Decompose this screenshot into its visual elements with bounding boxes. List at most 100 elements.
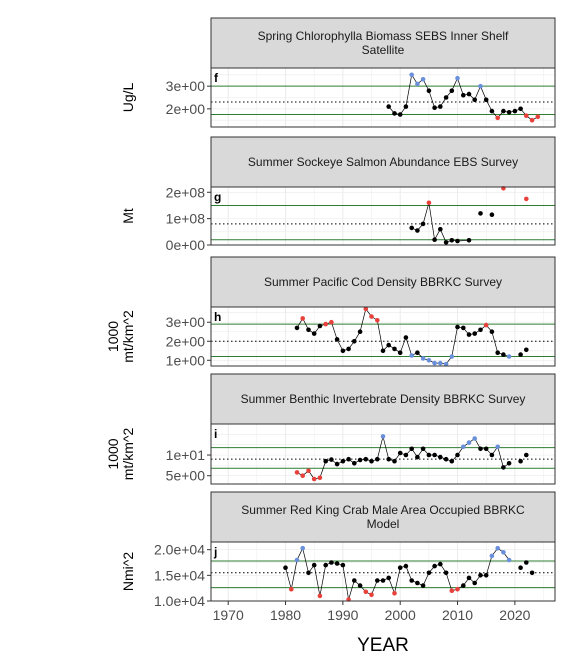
data-point	[392, 346, 397, 352]
data-point	[535, 114, 541, 120]
data-point	[392, 591, 397, 596]
panel-title: Model	[367, 517, 400, 531]
y-tick-label: 2.0e+04	[154, 542, 205, 558]
data-point	[415, 228, 420, 233]
data-point	[346, 346, 351, 352]
data-point	[495, 444, 501, 450]
data-point	[363, 589, 369, 595]
x-axis: 1970 1980 1990 2000 2010 2020	[213, 601, 531, 623]
data-point	[501, 550, 506, 555]
data-point	[357, 457, 363, 463]
panel-f: Spring Chlorophylla Biomass SEBS Inner S…	[120, 17, 556, 128]
y-axis-title: 1000	[105, 438, 121, 469]
data-point	[340, 348, 346, 354]
panel-title: Spring Chlorophylla Biomass SEBS Inner S…	[258, 29, 509, 43]
data-point	[489, 452, 495, 458]
data-point	[455, 75, 460, 81]
y-tick-label: 2e+00	[166, 333, 206, 349]
data-point	[455, 238, 460, 244]
y-tick-label: 1.0e+04	[154, 593, 205, 609]
data-point	[524, 347, 529, 353]
data-point	[524, 113, 529, 118]
data-point	[357, 583, 363, 588]
data-point	[455, 324, 460, 330]
data-point	[397, 112, 403, 117]
data-point	[466, 332, 472, 337]
data-point	[375, 578, 380, 583]
data-point	[420, 77, 426, 82]
data-point	[506, 557, 512, 563]
data-point	[329, 560, 334, 565]
data-point	[340, 562, 346, 568]
data-point	[386, 575, 392, 581]
panel-letter: f	[214, 71, 219, 85]
data-point	[524, 560, 529, 565]
data-point	[506, 110, 512, 115]
panel-letter: j	[213, 545, 217, 559]
data-point	[489, 108, 495, 114]
data-point	[415, 454, 420, 460]
y-tick-label: 2e+00	[166, 101, 206, 117]
data-point	[420, 583, 426, 588]
data-point	[449, 354, 455, 359]
data-point	[432, 237, 437, 242]
x-tick-label: 2000	[385, 607, 416, 623]
data-point	[495, 545, 501, 551]
data-point	[438, 226, 443, 232]
panel-strip	[210, 373, 556, 425]
data-point	[443, 95, 449, 100]
data-point	[380, 434, 386, 439]
data-point	[329, 457, 334, 462]
data-point	[518, 106, 523, 112]
data-point	[420, 356, 426, 361]
data-point	[495, 350, 501, 356]
plot-background	[211, 307, 555, 366]
data-point	[472, 97, 478, 103]
data-point	[386, 104, 392, 109]
data-point	[352, 339, 357, 344]
data-point	[466, 91, 472, 97]
data-point	[323, 458, 329, 464]
data-point	[438, 360, 443, 366]
data-point	[455, 586, 460, 592]
data-point	[466, 575, 472, 581]
data-point	[317, 593, 323, 599]
data-point	[443, 456, 449, 462]
data-point	[472, 580, 478, 586]
plot-background	[211, 424, 555, 484]
data-point	[449, 458, 455, 464]
data-point	[415, 350, 420, 356]
data-point	[449, 238, 455, 243]
x-tick-label: 1990	[327, 607, 358, 623]
plot-background	[211, 542, 555, 601]
data-point	[294, 325, 300, 331]
data-point	[403, 335, 409, 340]
data-point	[426, 452, 432, 458]
data-point	[289, 586, 294, 592]
data-point	[397, 565, 403, 570]
data-point	[501, 465, 506, 470]
data-point	[432, 105, 437, 110]
data-point	[415, 81, 420, 87]
data-point	[317, 323, 323, 329]
data-point	[506, 461, 512, 466]
data-point	[300, 473, 306, 479]
data-point	[489, 329, 495, 335]
data-point	[409, 225, 415, 231]
data-point	[461, 325, 466, 331]
data-point	[323, 562, 329, 568]
data-point	[495, 115, 501, 121]
panel-border	[210, 306, 556, 367]
panel-title: Summer Red King Crab Male Area Occupied …	[241, 503, 525, 517]
data-point	[426, 200, 432, 206]
panel-title: Summer Pacific Cod Density BBRKC Survey	[264, 275, 502, 289]
data-point	[529, 570, 535, 576]
panel-h: Summer Pacific Cod Density BBRKC Survey h…	[105, 256, 556, 368]
gridlines	[211, 542, 555, 602]
y-tick-label: 1.5e+04	[154, 567, 205, 583]
panel-border	[210, 541, 556, 602]
data-point	[300, 316, 306, 321]
data-point	[369, 592, 374, 598]
data-point	[340, 458, 346, 464]
